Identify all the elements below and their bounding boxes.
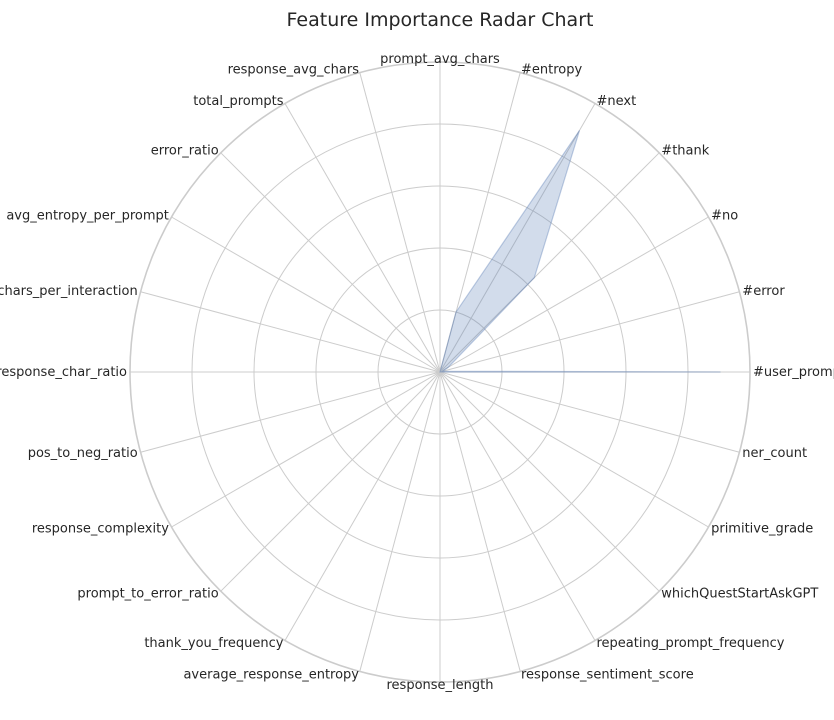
axis-label: error_ratio xyxy=(151,144,219,159)
axis-label: #thank xyxy=(661,144,709,159)
axis-spoke xyxy=(439,371,709,528)
radar-grid xyxy=(129,61,751,683)
axis-label: response_sentiment_score xyxy=(521,667,694,682)
axis-spoke xyxy=(220,371,441,592)
axis-spoke xyxy=(171,371,441,528)
axis-label: whichQuestStartAskGPT xyxy=(661,586,818,601)
axis-label: response_length xyxy=(387,678,494,693)
axis-label: #no xyxy=(711,209,738,224)
axis-spoke xyxy=(439,103,596,373)
axis-spoke xyxy=(359,371,441,672)
axis-label: #entropy xyxy=(521,63,582,78)
axis-label: #error xyxy=(742,284,785,299)
axis-label: primitive_grade xyxy=(711,522,813,537)
axis-spoke xyxy=(439,72,521,373)
axis-label: total_chars_per_interaction xyxy=(0,284,138,299)
axis-spoke xyxy=(140,371,441,453)
axis-spoke xyxy=(439,371,740,453)
axis-label: thank_you_frequency xyxy=(144,636,283,651)
axis-spoke xyxy=(439,216,709,373)
axis-spoke xyxy=(140,291,441,373)
axis-label: #user_prompts xyxy=(753,365,834,380)
axis-label: response_complexity xyxy=(32,522,169,537)
axis-label: pos_to_neg_ratio xyxy=(28,446,138,461)
axis-spoke xyxy=(220,152,441,373)
axis-spoke xyxy=(439,291,740,373)
axis-spoke xyxy=(359,72,441,373)
axis-labels: #user_prompts #error #no #thank #next #entrop… xyxy=(0,52,834,693)
axis-label: prompt_response_char_ratio xyxy=(0,365,127,380)
axis-spoke xyxy=(439,152,660,373)
axis-label: ner_count xyxy=(742,446,807,461)
axis-spoke xyxy=(439,371,521,672)
axis-label: prompt_avg_chars xyxy=(380,52,500,67)
axis-label: repeating_prompt_frequency xyxy=(597,636,785,651)
axis-label: response_avg_chars xyxy=(228,63,360,78)
radar-series xyxy=(439,130,721,373)
axis-label: prompt_to_error_ratio xyxy=(77,586,218,601)
axis-label: total_prompts xyxy=(193,94,284,109)
axis-spoke xyxy=(439,371,660,592)
axis-spoke xyxy=(439,371,596,641)
chart-title: Feature Importance Radar Chart xyxy=(287,9,594,31)
axis-spoke xyxy=(284,103,441,373)
axis-label: #next xyxy=(597,94,637,109)
axis-label: avg_entropy_per_prompt xyxy=(6,209,169,224)
axis-label: average_response_entropy xyxy=(183,667,359,682)
axis-spoke xyxy=(284,371,441,641)
axis-spoke xyxy=(171,216,441,373)
data-area xyxy=(439,130,721,373)
